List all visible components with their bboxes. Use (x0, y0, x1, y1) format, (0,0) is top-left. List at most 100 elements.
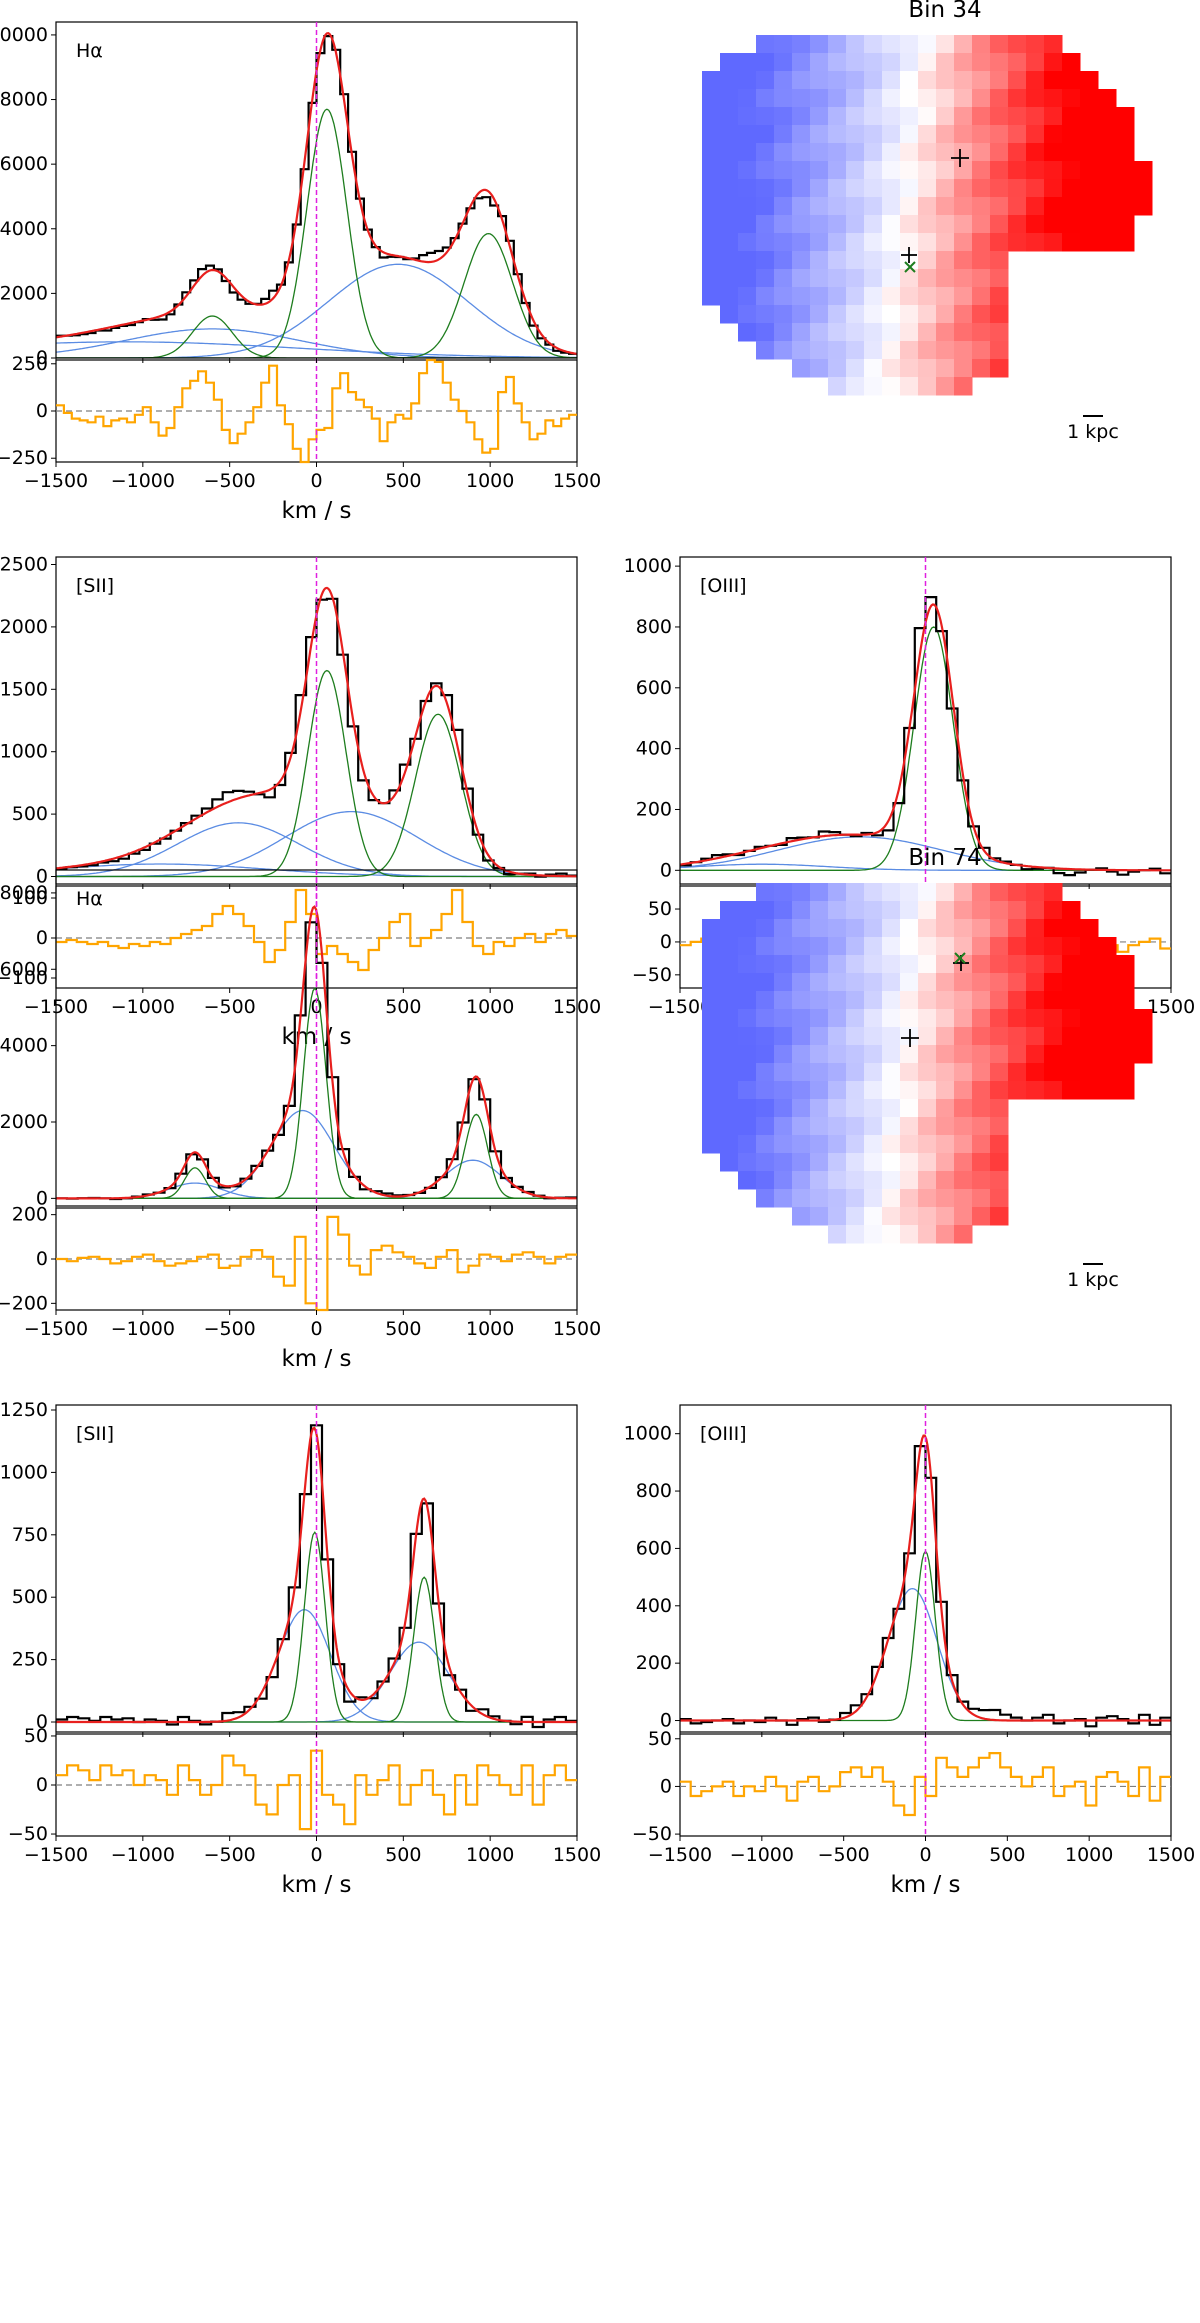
map-pixel (792, 215, 811, 234)
map-pixel (918, 1207, 937, 1226)
map-pixel (882, 269, 901, 288)
map-pixel (792, 1081, 811, 1100)
map-pixel (756, 1081, 775, 1100)
map-pixel (882, 1225, 901, 1244)
map-pixel (828, 323, 847, 342)
map-pixel (702, 973, 721, 992)
map-pixel (1026, 883, 1045, 902)
map-pixel (738, 305, 757, 324)
resid-y-tick-label: 250 (12, 353, 48, 375)
map-pixel (846, 215, 865, 234)
map-pixel (1044, 955, 1063, 974)
map-pixel (900, 215, 919, 234)
map-pixel (1008, 53, 1027, 72)
line-label: [OIII] (700, 1423, 747, 1445)
map-pixel (1134, 161, 1153, 180)
map-pixel (1098, 1027, 1117, 1046)
map-pixel (702, 1081, 721, 1100)
map-pixel (972, 1117, 991, 1136)
resid-y-tick-label: 50 (24, 1725, 48, 1747)
map-pixel (954, 269, 973, 288)
map-pixel (1008, 883, 1027, 902)
map-pixel (864, 53, 883, 72)
map-pixel (828, 1045, 847, 1064)
map-pixel (738, 937, 757, 956)
map-pixel (846, 179, 865, 198)
map-pixel (792, 341, 811, 360)
x-tick-label: −1000 (111, 1318, 175, 1340)
map-pixel (756, 341, 775, 360)
map-pixel (792, 991, 811, 1010)
map-pixel (756, 251, 775, 270)
map-pixel (792, 89, 811, 108)
map-pixel (774, 1009, 793, 1028)
map-pixel (774, 973, 793, 992)
map-pixel (828, 1009, 847, 1028)
map-pixel (972, 1153, 991, 1172)
map-pixel (1062, 1027, 1081, 1046)
map-pixel (792, 1171, 811, 1190)
map-pixel (792, 901, 811, 920)
scale-bar-label: 1 kpc (1067, 1269, 1119, 1291)
map-pixel (954, 883, 973, 902)
map-pixel (936, 1135, 955, 1154)
map-pixel (972, 107, 991, 126)
map-pixel (1008, 215, 1027, 234)
map-pixel (702, 89, 721, 108)
map-pixel (882, 901, 901, 920)
map-pixel (792, 287, 811, 306)
map-pixel (810, 937, 829, 956)
map-title: Bin 34 (908, 0, 981, 23)
map-pixel (864, 1153, 883, 1172)
map-pixel (738, 1009, 757, 1028)
map-pixel (1026, 125, 1045, 144)
residual-spectrum (680, 1752, 1171, 1817)
map-pixel (954, 919, 973, 938)
map-pixel (810, 1189, 829, 1208)
map-pixel (1044, 1081, 1063, 1100)
map-pixel (936, 1063, 955, 1082)
y-tick-label: 2000 (0, 282, 48, 304)
y-tick-label: 500 (12, 1586, 48, 1608)
map-pixel (810, 251, 829, 270)
map-pixel (828, 377, 847, 396)
map-pixel (810, 1081, 829, 1100)
map-pixel (1008, 197, 1027, 216)
map-pixel (954, 1027, 973, 1046)
map-pixel (936, 1207, 955, 1226)
map-pixel (972, 1189, 991, 1208)
map-pixel (1134, 197, 1153, 216)
map-pixel (1044, 937, 1063, 956)
map-pixel (954, 973, 973, 992)
map-pixel (1062, 955, 1081, 974)
x-tick-label: 1500 (553, 1318, 601, 1340)
map-pixel (846, 1153, 865, 1172)
y-tick-label: 600 (636, 677, 672, 699)
map-pixel (774, 143, 793, 162)
x-tick-label: 500 (385, 1844, 421, 1866)
narrow-component-1 (56, 108, 577, 358)
map-pixel (1026, 215, 1045, 234)
map-pixel (720, 955, 739, 974)
map-pixel (1026, 197, 1045, 216)
map-pixel (954, 251, 973, 270)
map-pixel (936, 937, 955, 956)
map-pixel (1098, 233, 1117, 252)
x-tick-label: 0 (919, 1844, 931, 1866)
y-tick-label: 750 (12, 1524, 48, 1546)
map-pixel (972, 251, 991, 270)
map-pixel (882, 1135, 901, 1154)
map-pixel (900, 1081, 919, 1100)
x-axis-label: km / s (281, 1346, 351, 1372)
map-pixel (954, 287, 973, 306)
map-pixel (1080, 1081, 1099, 1100)
map-pixel (900, 1225, 919, 1244)
map-pixel (738, 1153, 757, 1172)
map-pixel (954, 991, 973, 1010)
velocity-map-1: Bin 74 1 kpc (702, 845, 1153, 1291)
y-tick-label: 1000 (0, 1461, 48, 1483)
map-pixel (738, 269, 757, 288)
map-pixel (936, 143, 955, 162)
map-pixel (1062, 89, 1081, 108)
map-pixel (918, 287, 937, 306)
